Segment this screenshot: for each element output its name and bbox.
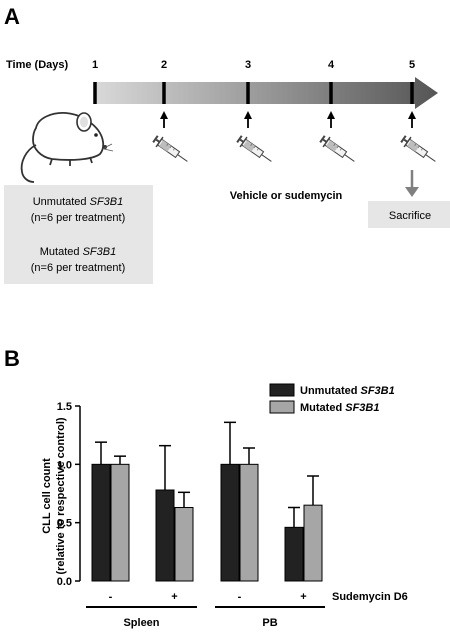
y-tick-label: 1.0 bbox=[57, 459, 72, 471]
group-mutated-label: Mutated SF3B1 bbox=[40, 246, 116, 258]
day-label: 3 bbox=[245, 59, 251, 71]
treatment-sign: - bbox=[109, 591, 113, 603]
syringe-icon bbox=[234, 133, 276, 168]
group-unmutated-label: Unmutated SF3B1 bbox=[33, 196, 124, 208]
y-axis-label-line2: (relative to respective control) bbox=[55, 417, 67, 574]
injection-arrowhead bbox=[160, 111, 168, 119]
legend-label-mutated: Mutated SF3B1 bbox=[300, 402, 379, 414]
day-label: 4 bbox=[328, 59, 335, 71]
injection-arrowhead bbox=[327, 111, 335, 119]
bar bbox=[220, 463, 240, 582]
group-unmutated-n: (n=6 per treatment) bbox=[31, 212, 125, 224]
bar bbox=[239, 463, 259, 582]
treatment-sign: + bbox=[171, 591, 177, 603]
bar bbox=[284, 526, 304, 582]
y-tick-label: 0.5 bbox=[57, 518, 72, 530]
legend-swatch-mutated bbox=[269, 400, 295, 414]
injection-arrowhead bbox=[244, 111, 252, 119]
sacrifice-arrowhead bbox=[405, 187, 419, 197]
panel-b: B Unmutated SF3B1 Mutated SF3B1 CLL cell… bbox=[4, 346, 408, 629]
groups-box bbox=[4, 185, 153, 284]
day-labels: 1 2 3 4 5 bbox=[92, 59, 415, 71]
bar bbox=[110, 463, 130, 582]
syringe-icon bbox=[317, 133, 359, 168]
chart-legend: Unmutated SF3B1 Mutated SF3B1 bbox=[269, 383, 395, 414]
treatment-name-label: Sudemycin D6 bbox=[332, 591, 408, 603]
treatment-label: Vehicle or sudemycin bbox=[230, 190, 343, 202]
x-annotations: - + - + Sudemycin D6 Spleen PB bbox=[86, 591, 408, 629]
injection-marks bbox=[150, 111, 440, 168]
day-label: 5 bbox=[409, 59, 415, 71]
y-axis-label: CLL cell count (relative to respective c… bbox=[41, 417, 67, 574]
syringe-icon bbox=[150, 133, 192, 168]
y-axis-label-line1: CLL cell count bbox=[41, 458, 53, 534]
legend-label-unmutated: Unmutated SF3B1 bbox=[300, 385, 395, 397]
day-label: 1 bbox=[92, 59, 98, 71]
injection-arrowhead bbox=[408, 111, 416, 119]
treatment-sign: + bbox=[300, 591, 306, 603]
bar bbox=[155, 489, 175, 582]
time-axis-label: Time (Days) bbox=[6, 59, 68, 71]
treatment-sign: - bbox=[238, 591, 242, 603]
tissue-label: PB bbox=[262, 617, 277, 629]
bar bbox=[174, 507, 194, 582]
y-tick-label: 0.0 bbox=[57, 576, 72, 588]
day-ticks bbox=[93, 82, 414, 104]
legend-swatch-unmutated bbox=[269, 383, 295, 397]
bars bbox=[91, 421, 323, 582]
tissue-label: Spleen bbox=[123, 617, 159, 629]
bar bbox=[303, 504, 323, 582]
y-tick-label: 1.5 bbox=[57, 401, 72, 413]
panel-b-letter: B bbox=[4, 346, 20, 371]
syringe-icon bbox=[398, 133, 440, 168]
timeline-arrow bbox=[95, 77, 438, 109]
group-mutated-n: (n=6 per treatment) bbox=[31, 262, 125, 274]
y-axis: 0.0 0.5 1.0 1.5 bbox=[57, 401, 81, 588]
day-label: 2 bbox=[161, 59, 167, 71]
sacrifice-box bbox=[368, 201, 450, 228]
panel-a-letter: A bbox=[4, 4, 20, 29]
mouse-icon bbox=[20, 112, 114, 183]
panel-a: A Time (Days) 1 2 3 4 5 Unmutated SF3B1 (n=6… bbox=[4, 4, 450, 284]
sacrifice-label: Sacrifice bbox=[389, 210, 431, 222]
bar bbox=[91, 463, 111, 582]
